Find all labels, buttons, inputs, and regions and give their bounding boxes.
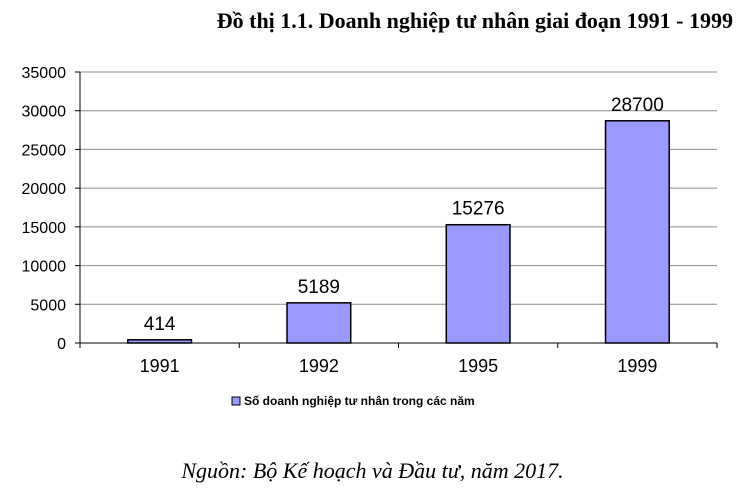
data-label-1999: 28700: [611, 95, 664, 116]
y-tick-label: 30000: [22, 104, 67, 121]
bar-1991: [127, 339, 193, 344]
bar-chart: 0 5000 10000 15000 20000 25000 30000 35000 414 19…: [22, 65, 718, 408]
y-tick-label: 15000: [22, 220, 67, 237]
x-tick-label: 1991: [140, 356, 180, 376]
bar-1999: [604, 120, 670, 344]
bar-1995: [445, 223, 511, 344]
legend-swatch: [231, 396, 241, 406]
x-tick-label: 1995: [458, 356, 498, 376]
data-label-1992: 5189: [298, 277, 340, 298]
x-tick-label: 1999: [617, 356, 657, 376]
chart-title: Đồ thị 1.1. Doanh nghiệp tư nhân giai đo…: [216, 8, 733, 33]
data-label-1995: 15276: [452, 199, 505, 220]
y-tick-label: 0: [57, 336, 66, 353]
y-tick-label: 35000: [22, 65, 67, 82]
y-tick-label: 10000: [22, 259, 67, 276]
legend-label: Số doanh nghiệp tư nhân trong các năm: [244, 394, 475, 408]
x-tick-label: 1992: [299, 356, 339, 376]
source-note: Nguồn: Bộ Kế hoạch và Đầu tư, năm 2017.: [181, 458, 564, 483]
y-tick-label: 25000: [22, 142, 67, 159]
data-label-1991: 414: [144, 314, 176, 335]
bar-1992: [286, 302, 352, 344]
y-tick-label: 5000: [30, 297, 66, 314]
y-tick-label: 20000: [22, 181, 67, 198]
